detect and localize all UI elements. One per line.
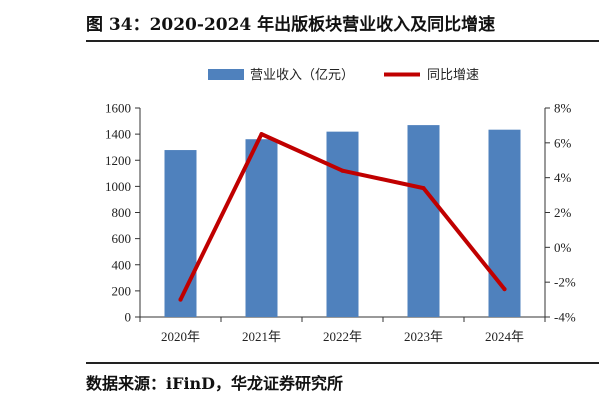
right-tick-label: -4% (554, 310, 576, 325)
revenue-bar (326, 131, 359, 317)
revenue-bars (164, 125, 521, 317)
growth-point (421, 186, 426, 191)
growth-point (259, 132, 264, 137)
source-note: 数据来源：iFinD，华龙证券研究所 (86, 374, 344, 393)
left-tick-label: 1200 (105, 153, 131, 168)
chart-title: 图 34：2020-2024 年出版板块营业收入及同比增速 (86, 15, 496, 35)
left-tick-label: 200 (112, 283, 132, 298)
left-tick-label: 600 (112, 231, 132, 246)
revenue-bar (245, 139, 278, 317)
title-divider (86, 40, 599, 42)
left-tick-label: 800 (112, 205, 132, 220)
legend-line-label: 同比增速 (427, 68, 479, 83)
x-tick-label: 2020年 (161, 329, 200, 344)
left-tick-label: 1600 (105, 101, 131, 116)
right-tick-label: 6% (554, 135, 572, 150)
x-tick-label: 2022年 (323, 329, 362, 344)
x-tick-label: 2024年 (485, 329, 524, 344)
left-tick-label: 1400 (105, 127, 131, 142)
x-tick-label: 2023年 (404, 329, 443, 344)
revenue-bar (164, 150, 197, 317)
revenue-bar (488, 129, 521, 317)
right-tick-label: 2% (554, 205, 572, 220)
growth-line (178, 132, 507, 302)
growth-point (502, 287, 507, 292)
left-tick-label: 1000 (105, 179, 131, 194)
growth-point (340, 168, 345, 173)
x-tick-label: 2021年 (242, 329, 281, 344)
right-tick-label: 8% (554, 101, 572, 116)
right-tick-label: 4% (554, 170, 572, 185)
right-tick-label: -2% (554, 275, 576, 290)
source-divider (86, 362, 599, 364)
right-tick-label: 0% (554, 240, 572, 255)
legend-bar-swatch (208, 69, 244, 80)
legend: 营业收入（亿元） 同比增速 (208, 68, 479, 83)
legend-bar-label: 营业收入（亿元） (250, 68, 354, 83)
revenue-bar (407, 125, 440, 317)
left-tick-label: 0 (125, 310, 132, 325)
growth-point (178, 297, 183, 302)
left-tick-label: 400 (112, 257, 132, 272)
